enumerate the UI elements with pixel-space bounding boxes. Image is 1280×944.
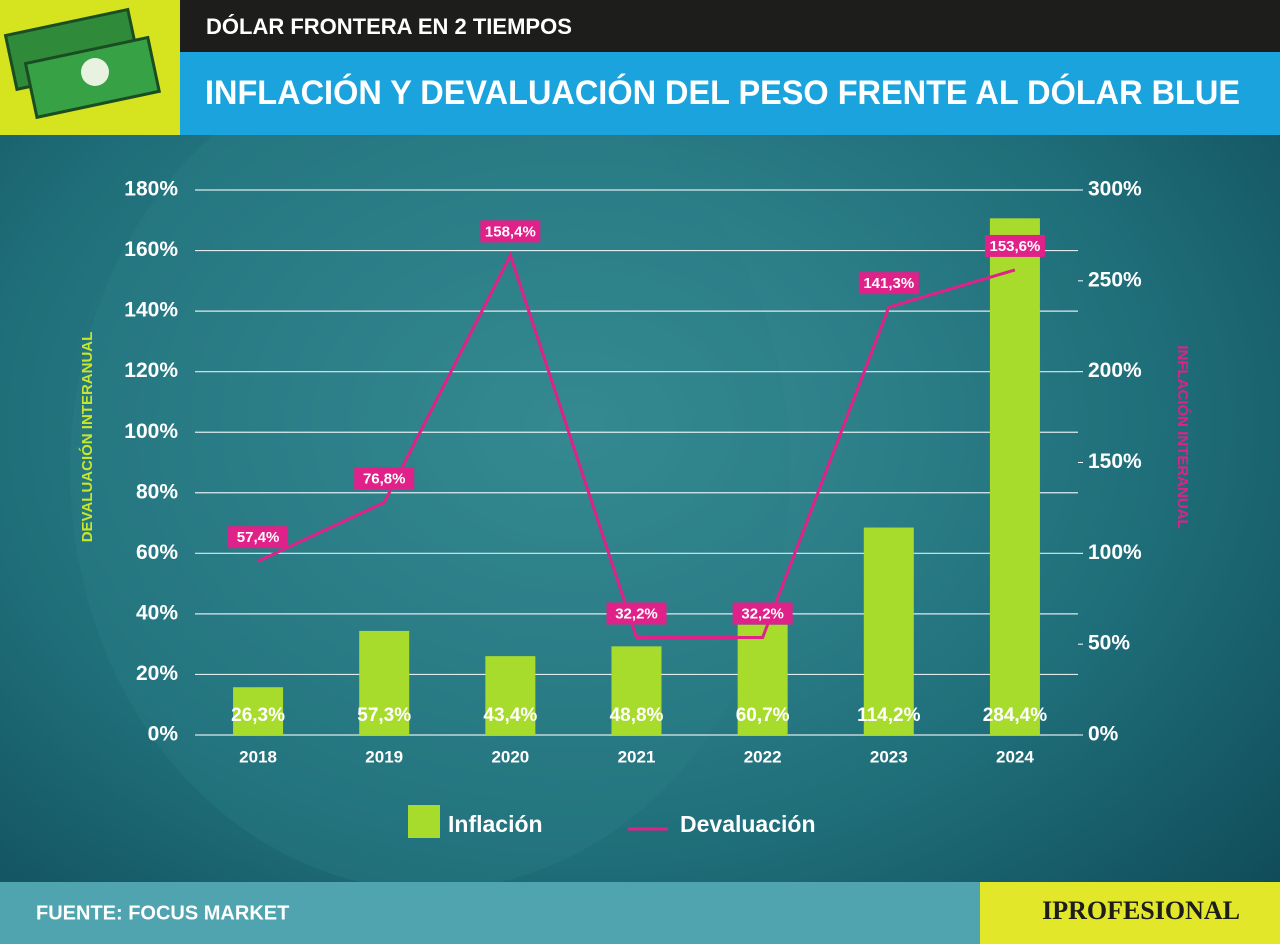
y-tick-label: 140% <box>124 299 178 322</box>
line-label-box <box>732 602 793 625</box>
title-band <box>180 52 1280 135</box>
y-tick-label: 180% <box>124 178 178 201</box>
legend-swatch <box>408 805 440 838</box>
source: FUENTE: FOCUS MARKET <box>36 902 289 924</box>
portrait-shade <box>70 50 790 890</box>
line-label-box <box>354 467 415 490</box>
bar <box>233 687 284 735</box>
line-value-label: 141,3% <box>863 275 914 292</box>
line-value-label: 32,2% <box>741 605 784 622</box>
y2-tick-label: 250% <box>1088 268 1142 291</box>
chart-title: INFLACIÓN Y DEVALUACIÓN DEL PESO FRENTE … <box>205 74 1240 112</box>
bar <box>485 656 536 735</box>
bar <box>611 646 662 735</box>
y2-tick-label: 200% <box>1088 359 1142 382</box>
money-icon <box>3 7 162 120</box>
line-value-label: 153,6% <box>989 238 1040 255</box>
y-tick-label: 0% <box>148 723 179 746</box>
x-tick-label: 2020 <box>491 747 529 766</box>
y-axis-title: DEVALUACIÓN INTERANUAL <box>78 332 96 543</box>
bar <box>359 630 410 735</box>
bar-value-label: 114,2% <box>857 705 920 726</box>
bar-value-label: 43,4% <box>483 705 537 726</box>
y-tick-label: 20% <box>136 662 178 685</box>
bar-value-label: 284,4% <box>983 705 1048 726</box>
y-tick-label: 160% <box>124 238 178 261</box>
plot: 0% 20% 40% 60% 80% 100% 120% 140% 160% 180% 0% 50% 1… <box>124 178 1142 838</box>
brand: IPROFESIONAL <box>1042 896 1240 925</box>
bar-value-label: 26,3% <box>231 705 285 726</box>
y-tick-label: 80% <box>136 480 178 503</box>
bar-value-label: 57,3% <box>357 705 411 726</box>
y2-tick-label: 100% <box>1088 541 1142 564</box>
line-label-box <box>606 602 667 625</box>
x-tick-label: 2019 <box>365 747 403 766</box>
x-tick-label: 2022 <box>744 747 782 766</box>
y-tick-label: 120% <box>124 359 178 382</box>
x-tick-label: 2018 <box>239 747 277 766</box>
y2-tick-label: 300% <box>1088 178 1142 201</box>
line-label-box <box>480 220 541 243</box>
x-tick-label: 2023 <box>870 747 908 766</box>
kicker: DÓLAR FRONTERA EN 2 TIEMPOS <box>206 14 572 39</box>
line-label-box <box>984 234 1045 257</box>
bar <box>863 527 914 735</box>
y2-tick-label: 150% <box>1088 450 1142 473</box>
y2-axis-title: INFLACIÓN INTERANUAL <box>1174 345 1192 528</box>
bar <box>989 218 1040 736</box>
line-label-box <box>858 272 919 295</box>
y-tick-label: 60% <box>136 541 178 564</box>
y-tick-label: 100% <box>124 420 178 443</box>
legend-label: Devaluación <box>680 811 816 837</box>
line-label-box <box>228 526 289 549</box>
y-tick-label: 40% <box>136 601 178 624</box>
legend-label: Inflación <box>448 811 543 837</box>
line-value-label: 158,4% <box>485 223 536 240</box>
brand-band <box>980 882 1280 944</box>
x-tick-label: 2021 <box>618 747 656 766</box>
bar-value-label: 48,8% <box>610 705 664 726</box>
bar <box>737 624 788 735</box>
x-tick-label: 2024 <box>996 747 1034 766</box>
kicker-band <box>180 0 1280 52</box>
line-value-label: 32,2% <box>615 605 658 622</box>
footer-band <box>0 882 980 944</box>
line-value-label: 57,4% <box>237 529 280 546</box>
y2-tick-label: 0% <box>1088 723 1119 746</box>
line-value-label: 76,8% <box>363 470 406 487</box>
y2-tick-label: 50% <box>1088 632 1130 655</box>
line <box>257 251 1016 640</box>
bar-value-label: 60,7% <box>736 705 790 726</box>
